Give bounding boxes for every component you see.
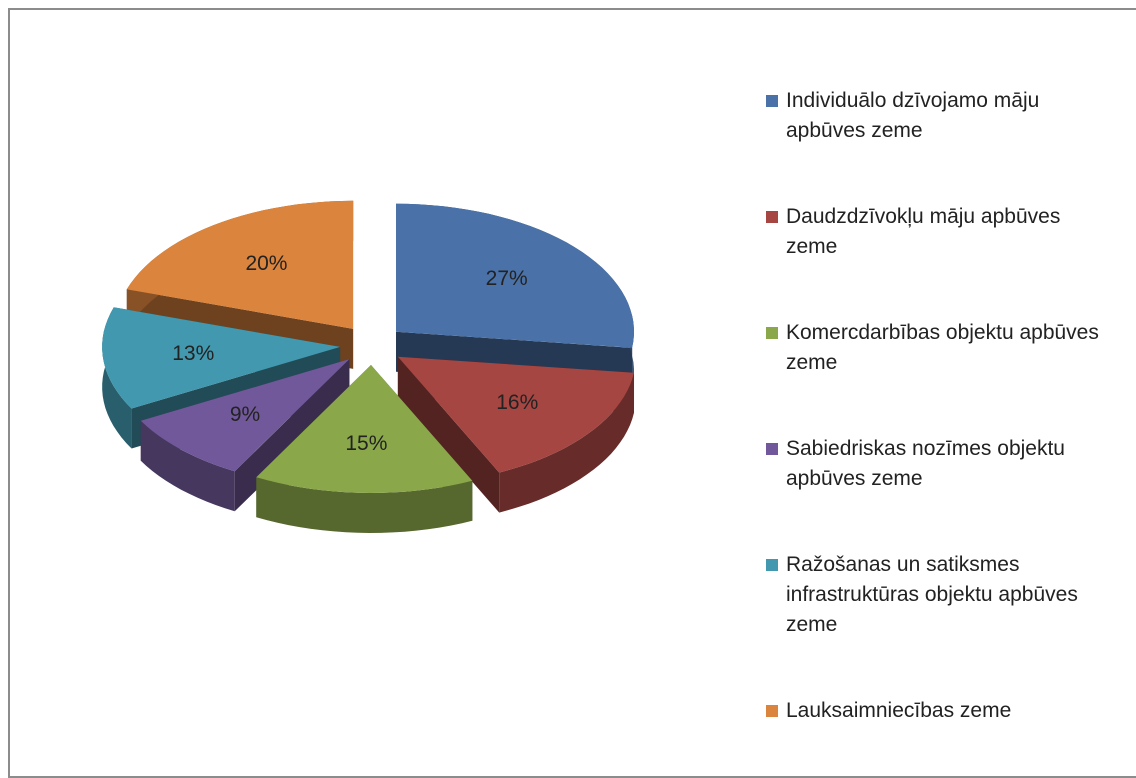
legend-item: Komercdarbības objektu apbūves zeme [766, 318, 1116, 378]
legend-swatch [766, 559, 778, 571]
legend-swatch [766, 95, 778, 107]
slice [396, 203, 634, 348]
slice-wall [499, 372, 634, 513]
slice [102, 307, 341, 409]
legend-item: Daudzdzīvokļu māju apbūves zeme [766, 202, 1116, 262]
slice [256, 364, 473, 493]
legend-label: Lauksaimniecības zeme [786, 699, 1012, 722]
legend: Individuālo dzīvojamo māju apbūves zeme D… [766, 86, 1116, 726]
data-label: 9% [230, 403, 260, 426]
slice [126, 200, 354, 329]
slice [397, 356, 634, 473]
legend-item: Individuālo dzīvojamo māju apbūves zeme [766, 86, 1116, 146]
legend-swatch [766, 211, 778, 223]
legend-item: Sabiedriskas nozīmes objektu apbūves zem… [766, 434, 1116, 494]
slice [140, 359, 350, 472]
legend-label: Komercdarbības objektu apbūves zeme [786, 321, 1099, 374]
slice-wall [256, 477, 473, 533]
legend-swatch [766, 327, 778, 339]
data-label: 15% [345, 432, 387, 455]
legend-item: Lauksaimniecības zeme [766, 696, 1116, 726]
data-label: 20% [245, 252, 287, 275]
legend-label: Ražošanas un satiksmes infrastruktūras o… [786, 553, 1078, 636]
legend-item: Ražošanas un satiksmes infrastruktūras o… [766, 550, 1116, 640]
data-label: 13% [172, 342, 214, 365]
legend-label: Individuālo dzīvojamo māju apbūves zeme [786, 89, 1040, 142]
legend-swatch [766, 443, 778, 455]
slice-wall [140, 420, 235, 512]
chart: 27% 16% 15% 9% 13% 20% [102, 200, 635, 533]
legend-label: Sabiedriskas nozīmes objektu apbūves zem… [786, 437, 1065, 490]
slice-side [397, 356, 500, 513]
legend-swatch [766, 705, 778, 717]
data-label: 27% [486, 267, 528, 290]
legend-label: Daudzdzīvokļu māju apbūves zeme [786, 205, 1061, 258]
data-label: 16% [496, 391, 538, 414]
